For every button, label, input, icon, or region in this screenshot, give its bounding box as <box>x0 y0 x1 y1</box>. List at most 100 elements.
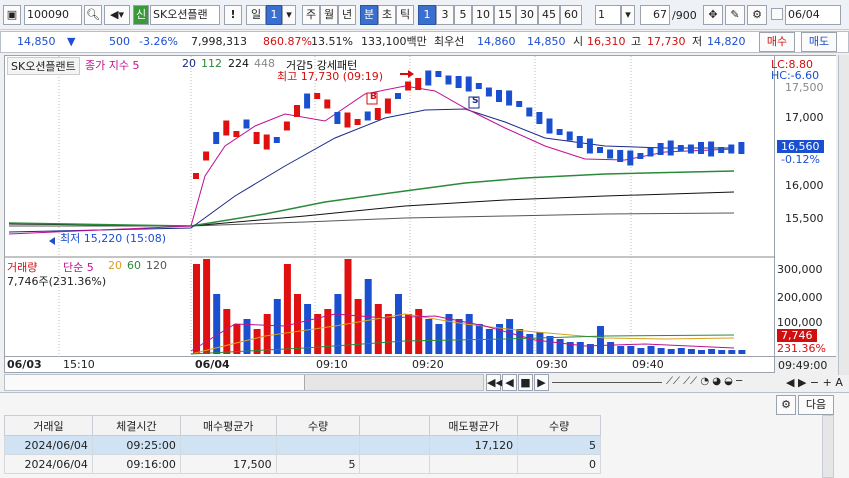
settings-icon[interactable]: ⚙ <box>747 5 767 25</box>
current-volume: 7,746주(231.36%) <box>7 275 107 288</box>
volume-bar <box>627 346 635 354</box>
sound-icon[interactable]: ◀▾ <box>104 5 130 25</box>
candle <box>728 144 735 154</box>
crosshair-icon[interactable]: ✥ <box>703 5 723 25</box>
volume-bar <box>344 259 352 354</box>
vertical-scrollbar[interactable] <box>838 55 849 375</box>
minute-60[interactable]: 60 <box>560 5 582 25</box>
best-label: 최우선 <box>434 35 465 48</box>
minute-15[interactable]: 15 <box>494 5 516 25</box>
candle <box>586 138 593 154</box>
volume-bar <box>657 348 665 354</box>
cell <box>179 435 277 455</box>
play-back-icon[interactable]: ◀ <box>502 374 517 391</box>
cell: 2024/06/04 <box>4 435 93 455</box>
date-input[interactable]: 06/04 <box>785 5 841 25</box>
change-amount: 500 <box>109 35 130 48</box>
rewind-icon[interactable]: ◀◀ <box>486 374 504 391</box>
volume-bar <box>354 299 362 354</box>
trade-table: 거래일 체결시간 매수평균가 수량 매도평균가 수량 2024/06/04 09… <box>4 415 601 474</box>
period-num[interactable]: 1 <box>266 5 282 25</box>
sell-button[interactable]: 매도 <box>801 32 837 52</box>
down-arrow-icon: ▼ <box>67 35 76 48</box>
candle <box>243 119 250 129</box>
scroll-thumb[interactable] <box>5 375 305 390</box>
play-icon[interactable]: ▶ <box>534 374 549 391</box>
minute-10[interactable]: 10 <box>472 5 494 25</box>
volume-bar <box>526 334 534 354</box>
minute-3[interactable]: 3 <box>436 5 454 25</box>
speed-slider[interactable] <box>552 382 662 383</box>
period-week[interactable]: 주 <box>302 5 320 25</box>
search-icon[interactable]: 🔍︎ <box>84 5 102 25</box>
legend-ma224: 224 <box>228 57 249 70</box>
table-scrollbar[interactable] <box>822 415 834 478</box>
draw-icon[interactable]: ✎ <box>725 5 745 25</box>
xlabel: 09:40 <box>632 358 664 371</box>
date-checkbox[interactable] <box>771 8 783 20</box>
candle <box>324 99 331 109</box>
current-price-tag: 16,560 <box>777 140 824 153</box>
candle <box>253 132 260 144</box>
zoom-icons[interactable]: ◀ ▶ − + A <box>786 376 843 389</box>
cell: 2024/06/04 <box>4 454 93 474</box>
period-month[interactable]: 월 <box>320 5 338 25</box>
next-button[interactable]: 다음 <box>798 395 834 415</box>
vol-ma5-line <box>190 313 735 352</box>
stock-code-input[interactable]: 100090 <box>24 5 82 25</box>
volume-bar <box>516 329 524 354</box>
interval-select[interactable]: 1 <box>595 5 621 25</box>
xlabel: 09:20 <box>412 358 444 371</box>
cell: 17,120 <box>429 435 519 455</box>
period-day[interactable]: 일 <box>246 5 266 25</box>
vol-ytick: 300,000 <box>777 263 823 276</box>
lc-label: LC:8.80 <box>771 58 814 71</box>
xlabel: 06/04 <box>195 358 230 371</box>
legend-vol-ma120: 120 <box>146 259 167 272</box>
volume: 7,998,313 <box>191 35 247 48</box>
volume-bar <box>263 314 271 354</box>
period-second[interactable]: 초 <box>378 5 396 25</box>
chart-area[interactable]: SK오션플랜트 종가 지수 5 20 112 224 448 거감5 강세패턴 … <box>4 55 776 358</box>
layout-icon[interactable]: ▣ <box>3 5 21 25</box>
alert-button[interactable]: ! <box>224 5 242 25</box>
minute-45[interactable]: 45 <box>538 5 560 25</box>
best-bid: 14,850 <box>527 35 566 48</box>
candle <box>233 131 240 137</box>
volume-bar <box>455 319 463 354</box>
chart-title[interactable]: SK오션플랜트 <box>7 57 80 75</box>
period-year[interactable]: 년 <box>338 5 356 25</box>
minute-5[interactable]: 5 <box>454 5 472 25</box>
candle <box>536 112 543 124</box>
table-row[interactable]: 2024/06/04 09:16:00 17,500 5 0 <box>4 454 601 474</box>
candle <box>506 90 513 106</box>
stop-icon[interactable]: ■ <box>518 374 533 391</box>
volume-bar <box>233 324 241 354</box>
buy-button[interactable]: 매수 <box>759 32 795 52</box>
count-input[interactable]: 67 <box>640 5 670 25</box>
candle <box>718 147 725 153</box>
chevron-down-icon[interactable]: ▾ <box>282 5 296 25</box>
stock-name-field[interactable]: SK오션플랜트 <box>150 5 220 25</box>
period-minute[interactable]: 분 <box>360 5 378 25</box>
chevron-down-icon[interactable]: ▾ <box>621 5 635 25</box>
tool-icons[interactable]: ⟋⟋ ⟋⟋ ◔ ◕ ◒ ─ <box>666 376 743 387</box>
minute-1[interactable]: 1 <box>418 5 436 25</box>
legend-vol-ma5: 단순 5 <box>63 261 94 274</box>
price-volume-chart <box>5 56 776 358</box>
volume-ratio: 860.87% <box>263 35 312 48</box>
current-vol-pct-tag: 231.36% <box>777 342 826 355</box>
candle <box>354 119 361 125</box>
period-tick[interactable]: 틱 <box>396 5 414 25</box>
minute-30[interactable]: 30 <box>516 5 538 25</box>
horizontal-scrollbar[interactable] <box>4 374 484 391</box>
xlabel: 15:10 <box>63 358 95 371</box>
col-header: 거래일 <box>4 415 93 436</box>
candle <box>465 76 472 92</box>
table-row[interactable]: 2024/06/04 09:25:00 17,120 5 <box>4 435 601 455</box>
count-total: /900 <box>672 9 697 22</box>
candle <box>607 149 614 159</box>
legend-close-index: 종가 지수 5 <box>85 59 140 72</box>
candle <box>698 142 704 154</box>
gear-icon[interactable]: ⚙ <box>776 395 796 415</box>
